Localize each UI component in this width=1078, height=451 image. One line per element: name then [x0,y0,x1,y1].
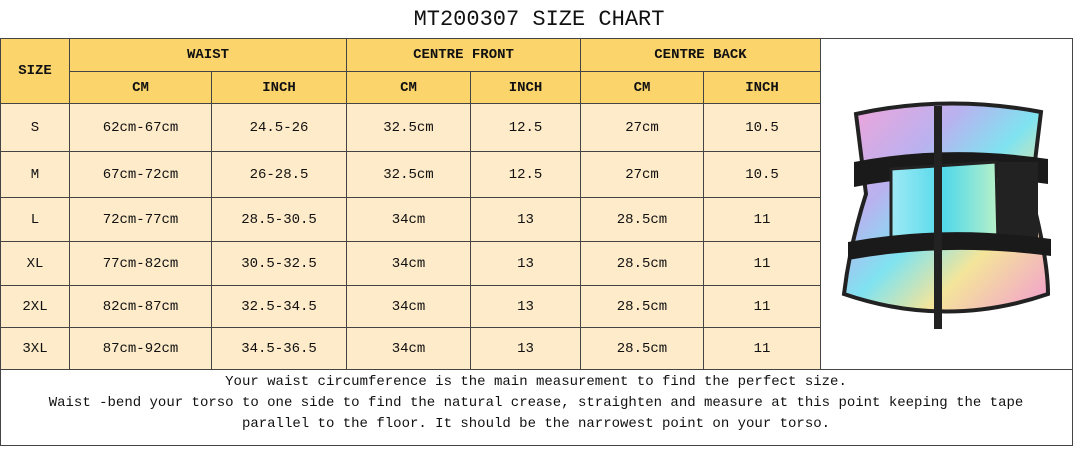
measurement: 32.5-34.5 [211,285,347,328]
measurement: 32.5cm [346,151,471,198]
unit-header: INCH [703,71,821,104]
measurement: 24.5-26 [211,103,347,152]
title: MT200307 SIZE CHART [413,6,665,32]
group-header: WAIST [69,38,347,72]
group-header: CENTRE BACK [580,38,821,72]
size-label: L [0,197,70,242]
measurement: 10.5 [703,103,821,152]
measurement: 82cm-87cm [69,285,212,328]
size-label: M [0,151,70,198]
waist-trainer-image [841,101,1051,329]
measurement: 87cm-92cm [69,327,212,370]
note-line: Your waist circumference is the main mea… [225,374,847,390]
measurement: 13 [470,197,581,242]
measurement: 27cm [580,151,704,198]
unit-header: CM [346,71,471,104]
measurement: 12.5 [470,103,581,152]
measurement: 28.5cm [580,327,704,370]
measurement: 11 [703,197,821,242]
measurement: 77cm-82cm [69,241,212,286]
unit-header: CM [580,71,704,104]
measurement: 67cm-72cm [69,151,212,198]
measurement: 28.5cm [580,241,704,286]
group-header: CENTRE FRONT [346,38,581,72]
unit-header: INCH [211,71,347,104]
size-label: S [0,103,70,152]
notes-box [0,369,1073,446]
measurement: 62cm-67cm [69,103,212,152]
unit-header: INCH [470,71,581,104]
measurement: 34cm [346,327,471,370]
size-header: SIZE [0,38,70,104]
measurement: 13 [470,241,581,286]
size-label: 2XL [0,285,70,328]
size-label: 3XL [0,327,70,370]
note-line: Waist -bend your torso to one side to fi… [48,395,1024,411]
measurement: 28.5cm [580,197,704,242]
measurement: 11 [703,241,821,286]
measurement: 34.5-36.5 [211,327,347,370]
measurement: 11 [703,285,821,328]
measurement: 13 [470,327,581,370]
measurement: 72cm-77cm [69,197,212,242]
measurement: 34cm [346,285,471,328]
measurement: 32.5cm [346,103,471,152]
measurement: 13 [470,285,581,328]
measurement: 12.5 [470,151,581,198]
size-label: XL [0,241,70,286]
measurement: 10.5 [703,151,821,198]
note-line: parallel to the floor. It should be the … [241,416,831,432]
measurement: 11 [703,327,821,370]
image-cell [819,38,1073,370]
measurement: 28.5cm [580,285,704,328]
measurement: 34cm [346,241,471,286]
measurement: 27cm [580,103,704,152]
measurement: 34cm [346,197,471,242]
measurement: 26-28.5 [211,151,347,198]
unit-header: CM [69,71,212,104]
measurement: 28.5-30.5 [211,197,347,242]
measurement: 30.5-32.5 [211,241,347,286]
